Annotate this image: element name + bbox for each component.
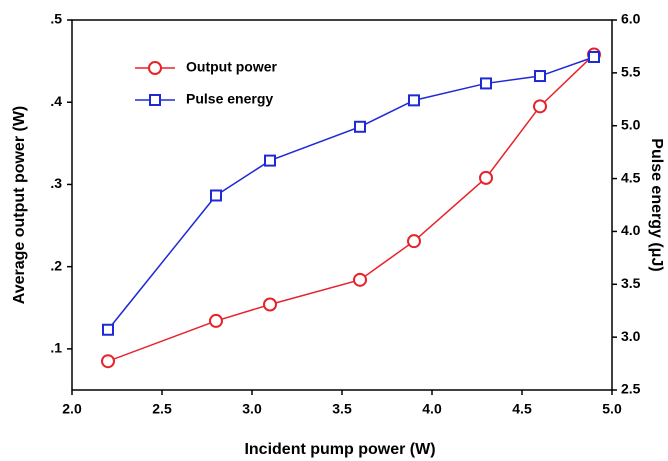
data-point bbox=[101, 354, 115, 369]
x-tick-label: 3.0 bbox=[242, 401, 262, 417]
y2-tick-label: 6.0 bbox=[621, 11, 641, 27]
y2-tick-label: 5.5 bbox=[621, 64, 641, 80]
data-point bbox=[588, 51, 600, 63]
legend-label: Output power bbox=[186, 59, 278, 75]
y-axis-label: Average output power (W) bbox=[11, 106, 28, 305]
data-point bbox=[480, 77, 492, 90]
y-tick-label: .1 bbox=[50, 340, 62, 356]
data-point bbox=[407, 234, 421, 249]
data-point bbox=[533, 99, 547, 114]
y-tick-label: .3 bbox=[50, 175, 62, 191]
y2-tick-label: 5.0 bbox=[621, 116, 641, 132]
data-point bbox=[210, 189, 222, 202]
legend-marker bbox=[149, 94, 161, 106]
series-line bbox=[107, 53, 595, 362]
data-point bbox=[209, 313, 223, 328]
data-point bbox=[354, 120, 366, 133]
y-tick-label: .2 bbox=[50, 257, 62, 273]
y-tick-label: .4 bbox=[50, 93, 62, 109]
y2-tick-label: 4.5 bbox=[621, 169, 641, 185]
legend-label: Pulse energy bbox=[186, 91, 273, 107]
y2-axis-label: Pulse energy (μJ) bbox=[648, 138, 665, 271]
x-axis-label: Incident pump power (W) bbox=[244, 441, 435, 458]
data-point bbox=[408, 94, 420, 107]
data-point bbox=[263, 297, 277, 312]
x-tick-label: 3.5 bbox=[332, 401, 352, 417]
x-tick-label: 2.5 bbox=[152, 401, 172, 417]
plot-frame bbox=[71, 19, 613, 391]
x-tick-label: 4.0 bbox=[422, 401, 442, 417]
x-tick-label: 4.5 bbox=[512, 401, 532, 417]
x-tick-label: 5.0 bbox=[602, 401, 622, 417]
y2-tick-label: 2.5 bbox=[621, 381, 641, 397]
data-point bbox=[353, 272, 367, 287]
series-line bbox=[107, 56, 595, 331]
data-point bbox=[479, 170, 493, 185]
data-point bbox=[264, 154, 276, 167]
data-point bbox=[534, 70, 546, 83]
y2-tick-label: 3.0 bbox=[621, 328, 641, 344]
y2-tick-label: 4.0 bbox=[621, 222, 641, 238]
legend-marker bbox=[148, 61, 162, 75]
y-tick-label: .5 bbox=[50, 11, 62, 27]
x-tick-label: 2.0 bbox=[62, 401, 82, 417]
data-point bbox=[102, 323, 114, 336]
y2-tick-label: 3.5 bbox=[621, 275, 641, 291]
